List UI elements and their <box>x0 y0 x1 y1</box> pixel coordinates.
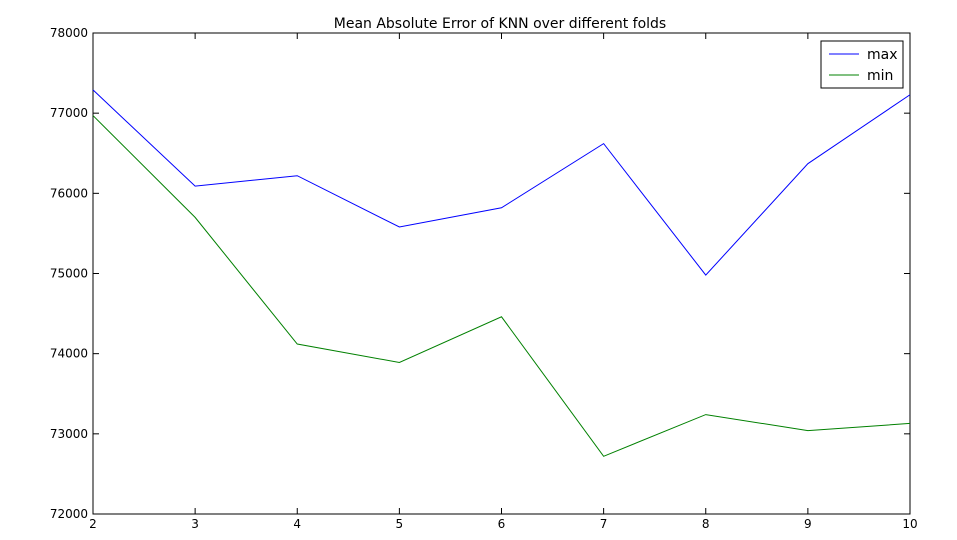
legend-box <box>820 40 904 89</box>
y-axis: 72000 73000 74000 75000 76000 77000 78000 <box>50 26 910 521</box>
chart-title: Mean Absolute Error of KNN over differen… <box>334 16 666 32</box>
series-layer <box>92 89 911 457</box>
legend: max min <box>820 40 904 89</box>
x-tick-label: 9 <box>804 517 812 531</box>
y-tick-label: 76000 <box>50 186 88 200</box>
series-line-max <box>92 89 911 276</box>
y-tick-label: 72000 <box>50 507 88 521</box>
x-tick-label: 2 <box>89 517 97 531</box>
x-tick-label: 3 <box>191 517 199 531</box>
x-tick-label: 5 <box>396 517 404 531</box>
y-tick-label: 73000 <box>50 427 88 441</box>
x-tick-label: 7 <box>600 517 608 531</box>
x-axis: 2 3 4 5 6 7 8 9 10 <box>89 33 918 531</box>
plot-area <box>92 32 911 515</box>
y-tick-label: 77000 <box>50 106 88 120</box>
legend-label-max: max <box>867 47 898 63</box>
x-tick-label: 6 <box>498 517 506 531</box>
x-tick-label: 10 <box>902 517 917 531</box>
y-tick-label: 75000 <box>50 267 88 281</box>
x-tick-label: 8 <box>702 517 710 531</box>
plot-frame <box>92 32 911 515</box>
series-line-min <box>92 115 911 457</box>
y-tick-label: 78000 <box>50 26 88 40</box>
legend-label-min: min <box>867 68 893 84</box>
x-tick-label: 4 <box>293 517 301 531</box>
y-tick-label: 74000 <box>50 347 88 361</box>
